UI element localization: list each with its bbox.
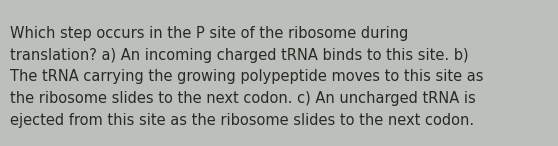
Text: Which step occurs in the P site of the ribosome during
translation? a) An incomi: Which step occurs in the P site of the r… xyxy=(10,26,484,128)
